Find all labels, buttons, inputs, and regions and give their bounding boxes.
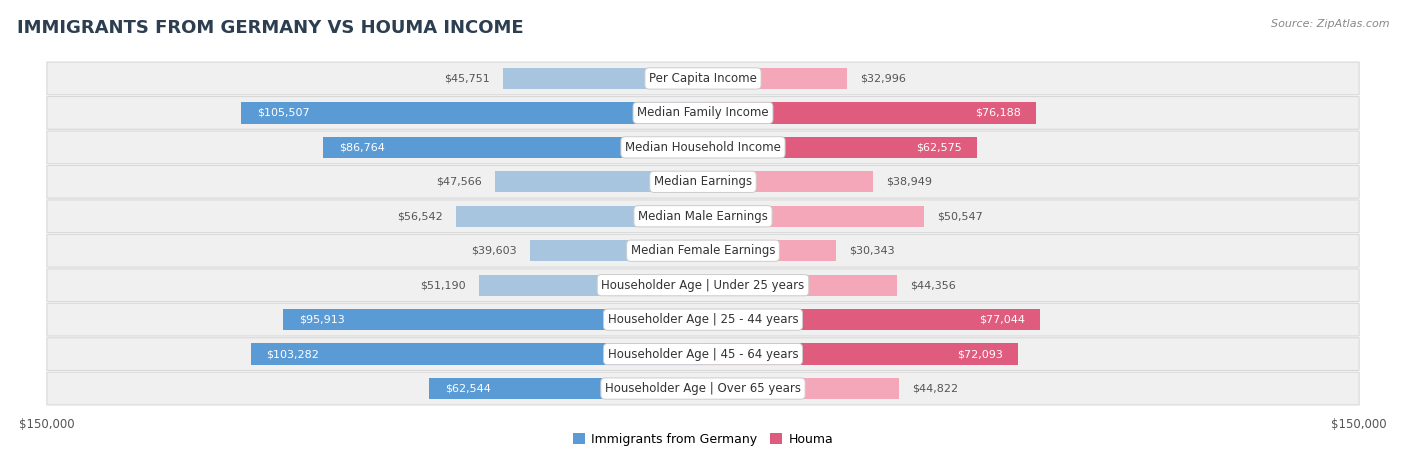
Text: $38,949: $38,949: [887, 177, 932, 187]
Bar: [703, 240, 835, 262]
Text: Per Capita Income: Per Capita Income: [650, 72, 756, 85]
FancyBboxPatch shape: [46, 303, 1360, 336]
Text: $39,603: $39,603: [471, 246, 516, 256]
Bar: [252, 343, 703, 365]
Text: $44,356: $44,356: [910, 280, 956, 290]
Bar: [703, 137, 977, 158]
Text: $45,751: $45,751: [444, 73, 489, 84]
Bar: [429, 378, 703, 399]
Bar: [495, 171, 703, 192]
Text: IMMIGRANTS FROM GERMANY VS HOUMA INCOME: IMMIGRANTS FROM GERMANY VS HOUMA INCOME: [17, 19, 523, 37]
FancyBboxPatch shape: [46, 97, 1360, 129]
FancyBboxPatch shape: [46, 234, 1360, 267]
Text: $56,542: $56,542: [396, 211, 443, 221]
FancyBboxPatch shape: [46, 62, 1360, 95]
Bar: [703, 68, 848, 89]
Text: $30,343: $30,343: [849, 246, 894, 256]
Bar: [703, 275, 897, 296]
Text: $47,566: $47,566: [436, 177, 482, 187]
Text: Householder Age | Over 65 years: Householder Age | Over 65 years: [605, 382, 801, 395]
Bar: [703, 309, 1040, 330]
Text: $72,093: $72,093: [957, 349, 1002, 359]
Text: $32,996: $32,996: [860, 73, 907, 84]
FancyBboxPatch shape: [46, 338, 1360, 370]
Legend: Immigrants from Germany, Houma: Immigrants from Germany, Houma: [568, 428, 838, 451]
Bar: [242, 102, 703, 124]
Text: $62,544: $62,544: [444, 383, 491, 394]
Text: $86,764: $86,764: [339, 142, 385, 152]
Text: $51,190: $51,190: [420, 280, 465, 290]
Text: $95,913: $95,913: [298, 315, 344, 325]
Text: Source: ZipAtlas.com: Source: ZipAtlas.com: [1271, 19, 1389, 28]
Text: Householder Age | Under 25 years: Householder Age | Under 25 years: [602, 279, 804, 292]
Text: $105,507: $105,507: [257, 108, 309, 118]
Bar: [703, 205, 924, 227]
Bar: [323, 137, 703, 158]
Bar: [456, 205, 703, 227]
FancyBboxPatch shape: [46, 165, 1360, 198]
Bar: [284, 309, 703, 330]
Text: Median Female Earnings: Median Female Earnings: [631, 244, 775, 257]
Text: $77,044: $77,044: [979, 315, 1025, 325]
Bar: [703, 171, 873, 192]
Bar: [703, 102, 1036, 124]
Text: $76,188: $76,188: [976, 108, 1021, 118]
Text: Median Household Income: Median Household Income: [626, 141, 780, 154]
Text: $50,547: $50,547: [938, 211, 983, 221]
FancyBboxPatch shape: [46, 372, 1360, 405]
FancyBboxPatch shape: [46, 269, 1360, 302]
Text: Median Earnings: Median Earnings: [654, 175, 752, 188]
Bar: [703, 343, 1018, 365]
Text: $62,575: $62,575: [915, 142, 962, 152]
Text: Median Male Earnings: Median Male Earnings: [638, 210, 768, 223]
Text: Median Family Income: Median Family Income: [637, 106, 769, 120]
Text: $103,282: $103,282: [267, 349, 319, 359]
Bar: [503, 68, 703, 89]
Bar: [530, 240, 703, 262]
FancyBboxPatch shape: [46, 200, 1360, 233]
Text: Householder Age | 45 - 64 years: Householder Age | 45 - 64 years: [607, 347, 799, 361]
Text: $44,822: $44,822: [912, 383, 959, 394]
Bar: [479, 275, 703, 296]
FancyBboxPatch shape: [46, 131, 1360, 164]
Bar: [703, 378, 898, 399]
Text: Householder Age | 25 - 44 years: Householder Age | 25 - 44 years: [607, 313, 799, 326]
